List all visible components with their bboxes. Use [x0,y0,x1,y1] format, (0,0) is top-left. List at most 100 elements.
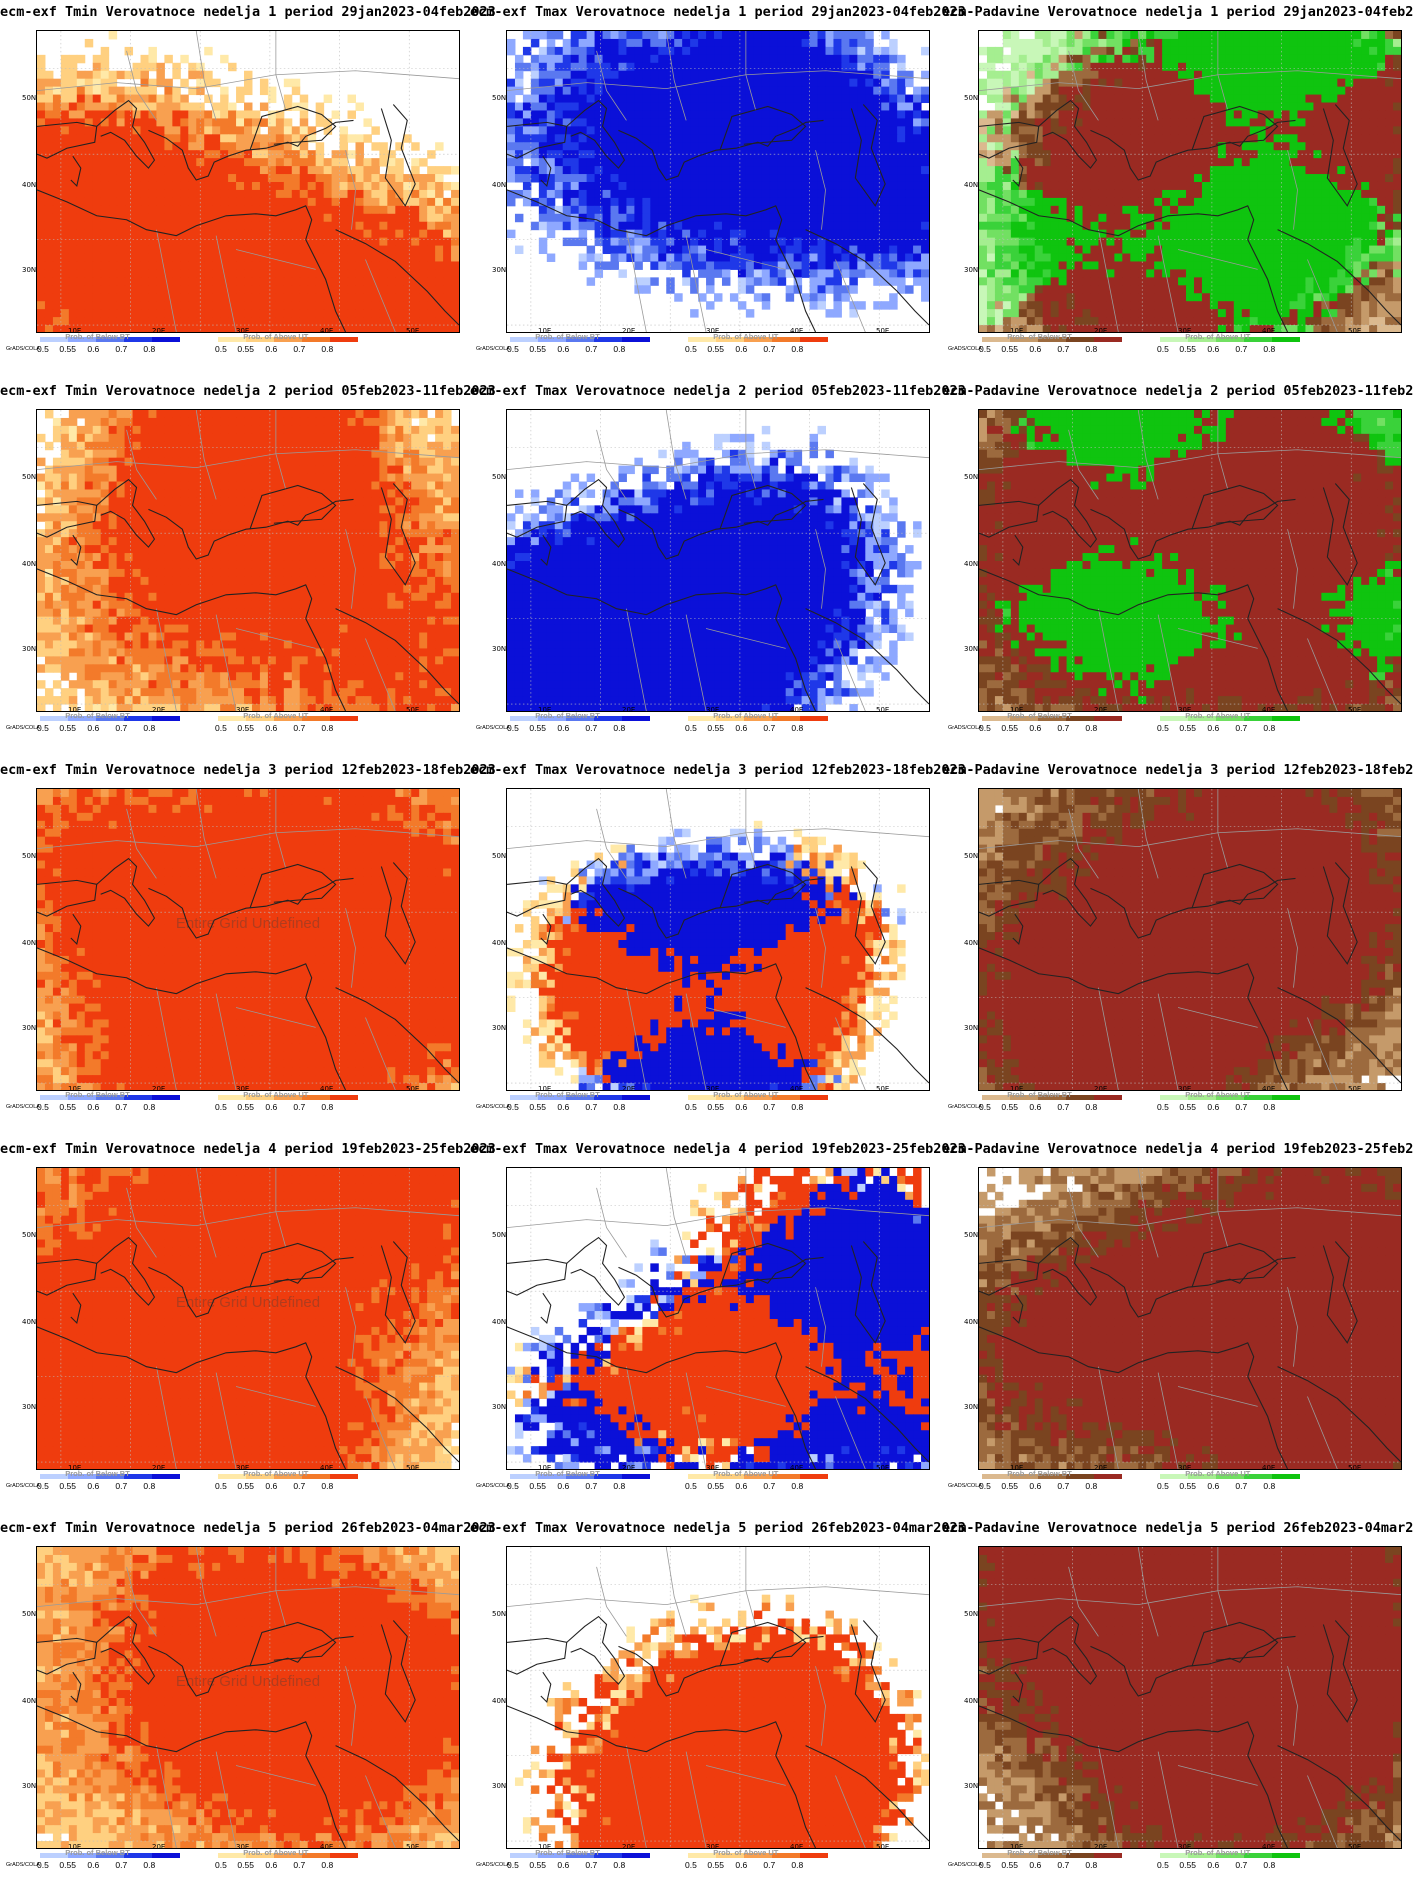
country-border [685,614,707,711]
legend-swatch [622,1095,650,1100]
legend-swatch [688,1095,716,1100]
country-border [275,31,287,111]
country-border [275,789,287,869]
coastline [507,879,568,917]
below-legend-ticks: 0.5 0.55 0.6 0.7 0.8 [507,723,641,733]
coastline [1322,862,1358,965]
longitude-label: 50E [406,327,419,335]
coastline [1038,1615,1098,1685]
country-border [275,1547,287,1627]
grads-credit: GrADS/COLA [948,346,982,352]
legend-swatch [1272,1474,1300,1479]
coastline [96,1615,156,1685]
probability-field [979,31,1401,332]
country-border [126,50,157,121]
country-border [1307,1017,1338,1090]
color-legend: GrADS/COLA Prob. of Below BT 0.5 0.55 0.6 0.7… [470,711,940,756]
coastline [1277,229,1401,326]
country-border [745,1168,757,1248]
legend-swatch [510,1853,538,1858]
coastline [305,997,347,1090]
country-border [1177,249,1258,270]
coastline [507,1705,783,1756]
coastline [1247,1376,1289,1469]
country-border [156,229,177,332]
legend-swatch [40,1853,68,1858]
coastline [805,1366,929,1463]
above-legend-bar [688,337,828,342]
country-border [235,1765,316,1786]
coastline [96,478,156,548]
above-legend-bar [1160,1095,1300,1100]
coastline [249,484,337,530]
coastline [979,1705,1255,1756]
above-legend-title: Prob. of Above UT [243,332,308,341]
legend-swatch [1244,337,1272,342]
longitude-label: 20E [152,706,165,714]
coastline [775,239,817,332]
legend-swatch [744,1853,772,1858]
country-border [507,1207,929,1228]
country-border [979,1586,1401,1607]
legend-swatch [152,1853,180,1858]
color-legend: GrADS/COLA Prob. of Below BT 0.5 0.55 0.6 0.7… [470,1848,940,1893]
coastline [37,879,98,917]
forecast-panel-tmax-week-5: ecm-exf Tmax Verovatnoce nedelja 5 perio… [470,1516,966,1895]
legend-swatch [744,1095,772,1100]
country-border [1068,429,1099,500]
country-border [37,449,459,470]
below-legend-title: Prob. of Below BT [65,332,130,341]
coastline [618,498,824,560]
longitude-label: 20E [1094,327,1107,335]
grads-credit: GrADS/COLA [948,1483,982,1489]
legend-swatch [96,337,124,342]
coastline [1322,1241,1358,1344]
coastline [380,483,416,586]
probability-field [37,1547,459,1848]
forecast-panel-tmin-week-2: ecm-exf Tmin Verovatnoce nedelja 2 perio… [0,379,496,758]
latitude-label: 50N [964,1231,978,1239]
legend-swatch [1216,1095,1244,1100]
legend-swatch [302,1095,330,1100]
country-border [1177,1007,1258,1028]
legend-swatch [1188,716,1216,721]
legend-swatch [1216,337,1244,342]
above-legend-ticks: 0.5 0.55 0.6 0.7 0.8 [215,1102,349,1112]
country-border [705,249,786,270]
coastline [148,119,354,181]
legend-swatch [688,716,716,721]
coastline [37,121,98,159]
above-legend-ticks: 0.5 0.55 0.6 0.7 0.8 [215,1481,349,1491]
country-border [745,31,757,111]
legend-swatch [538,716,566,721]
coastline [1277,1366,1401,1463]
coastline [507,1637,568,1675]
below-legend-bar [510,1095,650,1100]
above-legend-bar [218,337,358,342]
above-legend-ticks: 0.5 0.55 0.6 0.7 0.8 [685,1102,819,1112]
color-legend: GrADS/COLA Prob. of Below BT 0.5 0.55 0.6 0.7… [0,332,470,377]
legend-swatch [744,1474,772,1479]
above-legend-title: Prob. of Above UT [713,1469,778,1478]
forecast-panel-tmax-week-3: ecm-exf Tmax Verovatnoce nedelja 3 perio… [470,758,966,1137]
probability-map [978,409,1402,712]
below-legend-bar [510,716,650,721]
country-border [1137,789,1159,879]
coastline [1090,1635,1296,1697]
country-border [685,235,707,332]
longitude-label: 10E [538,327,551,335]
probability-map [506,1167,930,1470]
coastline [1191,1242,1279,1288]
probability-field [507,1168,929,1469]
probability-map [978,1167,1402,1470]
longitude-label: 40E [320,706,333,714]
country-border [215,993,237,1090]
country-border [1217,1168,1229,1248]
coastline [1322,104,1358,207]
probability-map [506,788,930,1091]
longitude-label: 30E [1178,1843,1191,1851]
forecast-panel-tmin-week-3: ecm-exf Tmin Verovatnoce nedelja 3 perio… [0,758,496,1137]
grads-credit: GrADS/COLA [6,725,40,731]
coastline [979,568,1255,619]
legend-swatch [1160,337,1188,342]
